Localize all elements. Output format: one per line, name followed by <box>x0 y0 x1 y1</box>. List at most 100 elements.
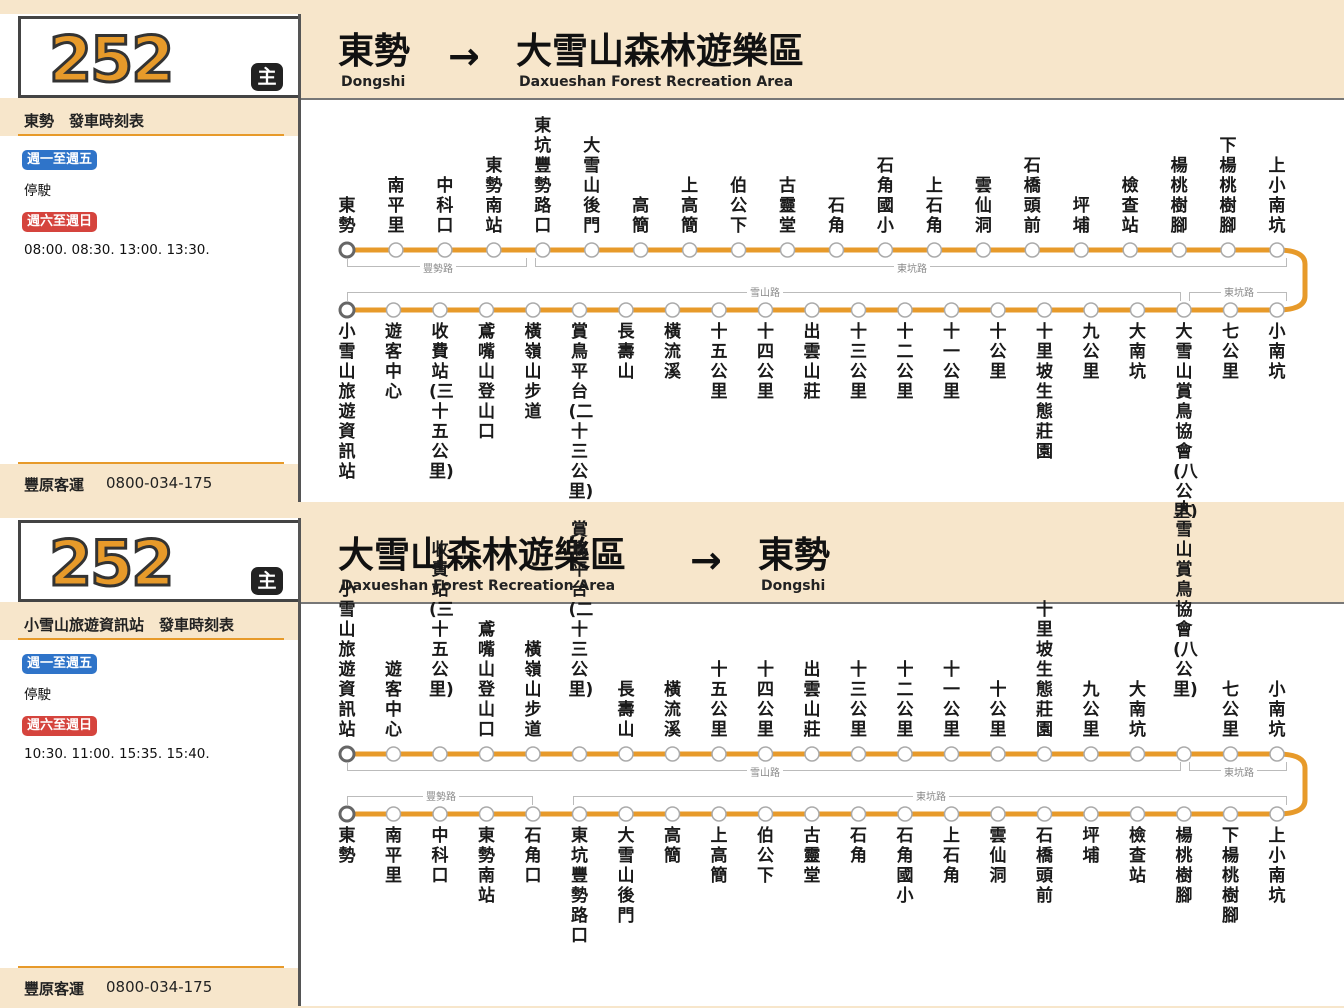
footer-band <box>0 968 298 1006</box>
route-number-box: 252 主 <box>18 520 298 602</box>
stop-marker <box>664 746 681 762</box>
stop-marker <box>432 806 448 822</box>
stop-marker <box>1222 302 1239 318</box>
route-number: 252 <box>47 527 175 600</box>
station-label: 九公里 <box>1082 322 1100 382</box>
stop-marker <box>1073 242 1089 258</box>
station-label: 小南坑 <box>1268 680 1286 740</box>
station-label: 中科口 <box>436 176 454 236</box>
stop-marker <box>1083 746 1099 762</box>
station-label: 小雪山旅遊資訊站 <box>338 322 356 482</box>
station-label: 石角國小 <box>896 826 914 906</box>
station-label: 十公里 <box>989 322 1007 382</box>
station-label: 鳶嘴山登山口 <box>478 322 495 442</box>
stop-marker <box>850 806 867 822</box>
station-label: 高簡 <box>664 826 681 866</box>
stop-marker <box>1122 242 1138 258</box>
station-label: 收費站(三十五公里) <box>429 540 454 700</box>
stop-marker <box>711 806 727 822</box>
station-label: 十五公里 <box>710 322 728 402</box>
station-label: 伯公下 <box>757 826 774 886</box>
footer-band <box>0 464 298 502</box>
stop-marker <box>525 746 541 762</box>
schedule-header <box>0 98 298 136</box>
station-label: 東勢 <box>338 826 356 866</box>
station-label: 坪埔 <box>1072 196 1090 236</box>
route-diagram: 小雪山旅遊資訊站 遊客中心 收費站(三十五公里) 鳶嘴山登山口 橫嶺山步道 賞鳥平台(二十… <box>301 500 1344 1006</box>
route-line-svg <box>338 241 1308 319</box>
station-label: 十五公里 <box>710 660 728 740</box>
stop-marker <box>757 302 774 318</box>
station-label: 十四公里 <box>757 660 774 740</box>
stop-marker <box>1036 806 1053 822</box>
station-label: 上小南坑 <box>1268 156 1286 236</box>
station-label: 鳶嘴山登山口 <box>478 620 495 740</box>
stop-marker <box>486 242 502 258</box>
stop-marker <box>897 302 913 318</box>
stop-marker <box>943 302 960 318</box>
station-label: 十里坡生態莊園 <box>1036 322 1053 462</box>
station-label: 十二公里 <box>896 660 914 740</box>
station-label: 十二公里 <box>896 322 914 402</box>
stop-marker <box>478 302 495 318</box>
stop-marker <box>388 242 404 258</box>
station-label: 十公里 <box>989 680 1007 740</box>
company-phone: 0800-034-175 <box>106 978 213 996</box>
weekday-times: 停駛 <box>24 183 51 199</box>
station-label: 十三公里 <box>850 322 867 402</box>
stop-marker <box>1176 746 1192 762</box>
stop-marker <box>828 242 845 258</box>
stop-marker <box>990 806 1006 822</box>
stop-marker <box>583 242 600 258</box>
stop-marker <box>730 242 747 258</box>
station-label: 賞鳥平台(二十三公里) <box>568 520 594 700</box>
route-number-box: 252 主 <box>18 16 298 98</box>
road-name-label: 豐勢路 <box>423 788 459 803</box>
station-label: 東勢南站 <box>485 156 503 236</box>
station-label: 石角國小 <box>876 156 894 236</box>
stop-marker <box>437 242 453 258</box>
company-phone: 0800-034-175 <box>106 474 213 492</box>
origin-title-en: Dongshi <box>341 74 406 90</box>
station-label: 石橋頭前 <box>1036 826 1053 906</box>
station-label: 收費站(三十五公里) <box>429 322 454 482</box>
stop-marker <box>926 242 943 258</box>
road-name-label: 東坑路 <box>913 788 949 803</box>
stop-marker <box>571 806 588 822</box>
stop-marker <box>711 746 727 762</box>
stop-marker <box>990 302 1006 318</box>
station-label: 出雲山莊 <box>803 322 821 402</box>
stop-marker <box>1129 806 1146 822</box>
station-label: 十里坡生態莊園 <box>1036 600 1053 740</box>
station-label: 上石角 <box>925 176 943 236</box>
stop-marker <box>1171 242 1187 258</box>
route-line <box>347 247 1308 313</box>
station-label: 石角 <box>850 826 867 866</box>
destination-title-en: Daxueshan Forest Recreation Area <box>519 74 794 90</box>
weekend-badge: 週六至週日 <box>22 212 98 232</box>
station-label: 東勢 <box>338 196 356 236</box>
origin-title-en: Daxueshan Forest Recreation Area <box>341 578 616 594</box>
stop-marker <box>664 302 681 318</box>
stop-marker <box>432 302 448 318</box>
stop-marker <box>618 746 634 762</box>
station-label: 雲仙洞 <box>974 176 992 236</box>
weekend-times: 10:30. 11:00. 15:35. 15:40. <box>24 746 210 762</box>
weekend-badge: 週六至週日 <box>22 716 98 736</box>
divider <box>18 966 284 968</box>
destination-title-en: Dongshi <box>761 578 826 594</box>
stop-marker <box>525 302 541 318</box>
route-diagram: 東勢 南平里 中科口 東勢南站 東坑豐勢路口 大雪山後門 高簡 上高簡 伯公下 古靈堂 石角 石角國小… <box>301 100 1344 522</box>
stop-marker <box>1269 242 1285 258</box>
divider <box>18 462 284 464</box>
company-name: 豐原客運 <box>24 980 85 998</box>
schedule-header <box>0 602 298 640</box>
stop-marker <box>571 302 588 318</box>
company-name: 豐原客運 <box>24 476 85 494</box>
stop-marker <box>525 806 541 822</box>
route-panel-outbound: 252 主 東勢 發車時刻表 週一至週五 停駛 週六至週日 08:00. 08:… <box>0 14 1344 522</box>
station-label: 大雪山後門 <box>617 826 635 926</box>
stop-marker <box>711 302 727 318</box>
station-label: 古靈堂 <box>779 176 797 236</box>
station-label: 南平里 <box>387 176 405 236</box>
